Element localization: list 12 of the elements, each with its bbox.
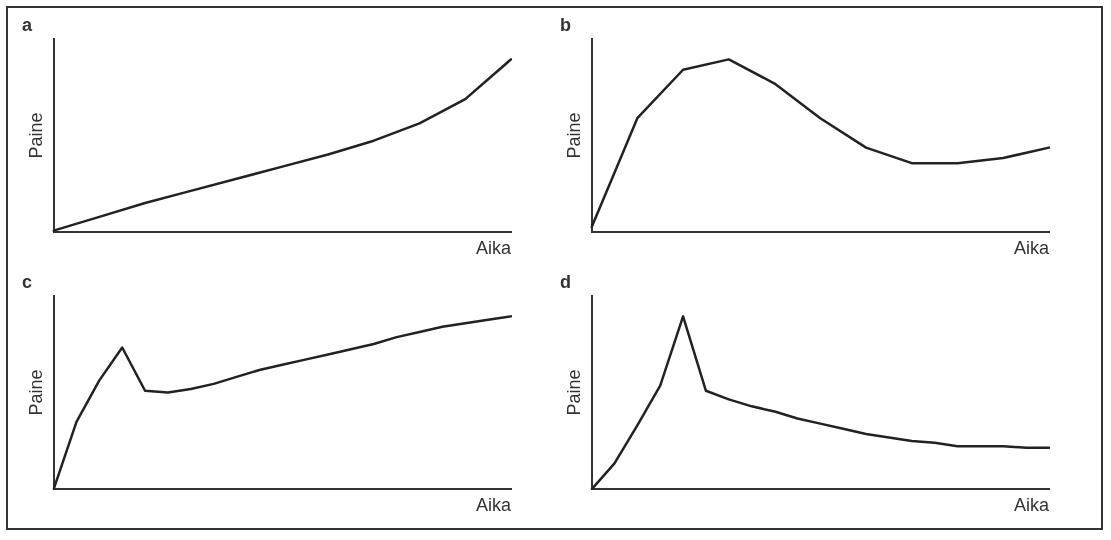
chart-title: d: [560, 271, 571, 292]
y-axis-title: Paine: [563, 369, 584, 416]
chart-title: a: [22, 14, 33, 35]
x-axis-title: Aika: [1013, 238, 1050, 259]
y-axis-title: Paine: [563, 112, 584, 159]
x-axis-title: Aika: [475, 495, 512, 516]
chart-title: b: [560, 14, 571, 35]
y-axis-title: Paine: [25, 369, 46, 416]
x-axis-title: Aika: [1013, 495, 1050, 516]
x-axis-title: Aika: [475, 238, 512, 259]
chart-title: c: [22, 271, 33, 292]
y-axis-title: Paine: [25, 112, 46, 159]
